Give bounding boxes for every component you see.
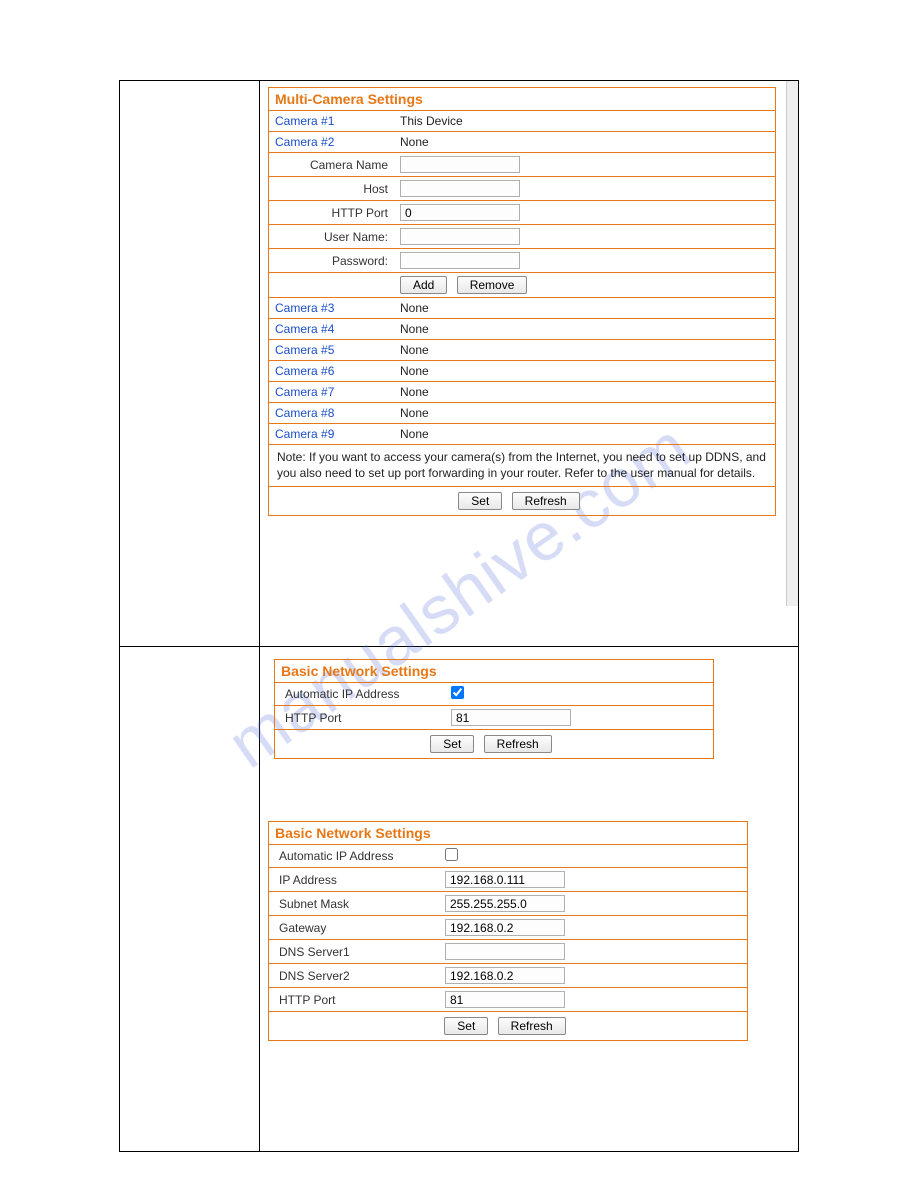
multi-camera-title: Multi-Camera Settings (269, 88, 775, 111)
camera-1-link[interactable]: Camera #1 (275, 114, 334, 128)
camera-name-input[interactable] (400, 156, 520, 173)
camera-3-value: None (394, 298, 775, 319)
bn2-ip-input[interactable] (445, 871, 565, 888)
remove-button[interactable]: Remove (457, 276, 528, 294)
bn2-httpport-label: HTTP Port (269, 988, 439, 1012)
left-empty-cell-1 (120, 81, 260, 646)
camera-7-link[interactable]: Camera #7 (275, 385, 334, 399)
camera-7-value: None (394, 382, 775, 403)
host-label: Host (269, 177, 394, 201)
bn2-dns1-label: DNS Server1 (269, 940, 439, 964)
camera-6-link[interactable]: Camera #6 (275, 364, 334, 378)
multi-camera-button-row: Set Refresh (269, 486, 775, 515)
basic-net-1-panel: Basic Network Settings Automatic IP Addr… (274, 659, 714, 759)
camera-2-value: None (394, 132, 775, 153)
bn1-httpport-label: HTTP Port (275, 706, 445, 730)
bn2-ip-label: IP Address (269, 868, 439, 892)
basic-net-2-table: Automatic IP Address IP Address Subnet M… (269, 845, 747, 1011)
http-port-label: HTTP Port (269, 201, 394, 225)
camera-5-label: Camera #5 (269, 340, 394, 361)
basic-net-2-panel: Basic Network Settings Automatic IP Addr… (268, 821, 748, 1041)
basic-network-cell: Basic Network Settings Automatic IP Addr… (260, 647, 798, 1151)
basic-net-1-title: Basic Network Settings (275, 660, 713, 683)
camera-2-link[interactable]: Camera #2 (275, 135, 334, 149)
password-label: Password: (269, 249, 394, 273)
camera-9-label: Camera #9 (269, 424, 394, 445)
add-remove-spacer (269, 273, 394, 298)
bn2-gw-label: Gateway (269, 916, 439, 940)
bn2-dns1-input[interactable] (445, 943, 565, 960)
scrollbar[interactable] (786, 81, 798, 606)
camera-3-link[interactable]: Camera #3 (275, 301, 334, 315)
multi-camera-note: Note: If you want to access your camera(… (269, 444, 775, 486)
mc-refresh-button[interactable]: Refresh (512, 492, 580, 510)
multi-camera-cell: Multi-Camera Settings Camera #1 This Dev… (260, 81, 798, 646)
camera-9-value: None (394, 424, 775, 445)
basic-net-2-title: Basic Network Settings (269, 822, 747, 845)
bn1-httpport-input[interactable] (451, 709, 571, 726)
camera-8-label: Camera #8 (269, 403, 394, 424)
bn2-dns2-input[interactable] (445, 967, 565, 984)
camera-6-value: None (394, 361, 775, 382)
camera-6-label: Camera #6 (269, 361, 394, 382)
basic-net-1-table: Automatic IP Address HTTP Port (275, 683, 713, 729)
mc-set-button[interactable]: Set (458, 492, 502, 510)
camera-5-value: None (394, 340, 775, 361)
camera-1-label: Camera #1 (269, 111, 394, 132)
camera-1-value: This Device (394, 111, 775, 132)
camera-9-link[interactable]: Camera #9 (275, 427, 334, 441)
http-port-input[interactable] (400, 204, 520, 221)
username-input[interactable] (400, 228, 520, 245)
camera-4-value: None (394, 319, 775, 340)
bn1-set-button[interactable]: Set (430, 735, 474, 753)
camera-3-label: Camera #3 (269, 298, 394, 319)
bn2-autoip-checkbox[interactable] (445, 848, 458, 861)
camera-name-label: Camera Name (269, 153, 394, 177)
username-label: User Name: (269, 225, 394, 249)
bn2-gw-input[interactable] (445, 919, 565, 936)
bn2-button-row: Set Refresh (269, 1011, 747, 1040)
bn1-autoip-label: Automatic IP Address (275, 683, 445, 706)
camera-4-link[interactable]: Camera #4 (275, 322, 334, 336)
camera-8-link[interactable]: Camera #8 (275, 406, 334, 420)
camera-8-value: None (394, 403, 775, 424)
bn1-autoip-checkbox[interactable] (451, 686, 464, 699)
bn2-mask-input[interactable] (445, 895, 565, 912)
camera-5-link[interactable]: Camera #5 (275, 343, 334, 357)
bn1-button-row: Set Refresh (275, 729, 713, 758)
password-input[interactable] (400, 252, 520, 269)
multi-camera-table: Camera #1 This Device Camera #2 None Cam… (269, 111, 775, 444)
document-frame: Multi-Camera Settings Camera #1 This Dev… (119, 80, 799, 1152)
camera-2-label: Camera #2 (269, 132, 394, 153)
bn1-refresh-button[interactable]: Refresh (484, 735, 552, 753)
bn2-dns2-label: DNS Server2 (269, 964, 439, 988)
bn2-httpport-input[interactable] (445, 991, 565, 1008)
add-button[interactable]: Add (400, 276, 447, 294)
bn2-set-button[interactable]: Set (444, 1017, 488, 1035)
bn2-autoip-label: Automatic IP Address (269, 845, 439, 868)
camera-4-label: Camera #4 (269, 319, 394, 340)
bn2-refresh-button[interactable]: Refresh (498, 1017, 566, 1035)
left-empty-cell-2 (120, 647, 260, 1151)
bn2-mask-label: Subnet Mask (269, 892, 439, 916)
host-input[interactable] (400, 180, 520, 197)
multi-camera-panel: Multi-Camera Settings Camera #1 This Dev… (268, 87, 776, 516)
camera-7-label: Camera #7 (269, 382, 394, 403)
